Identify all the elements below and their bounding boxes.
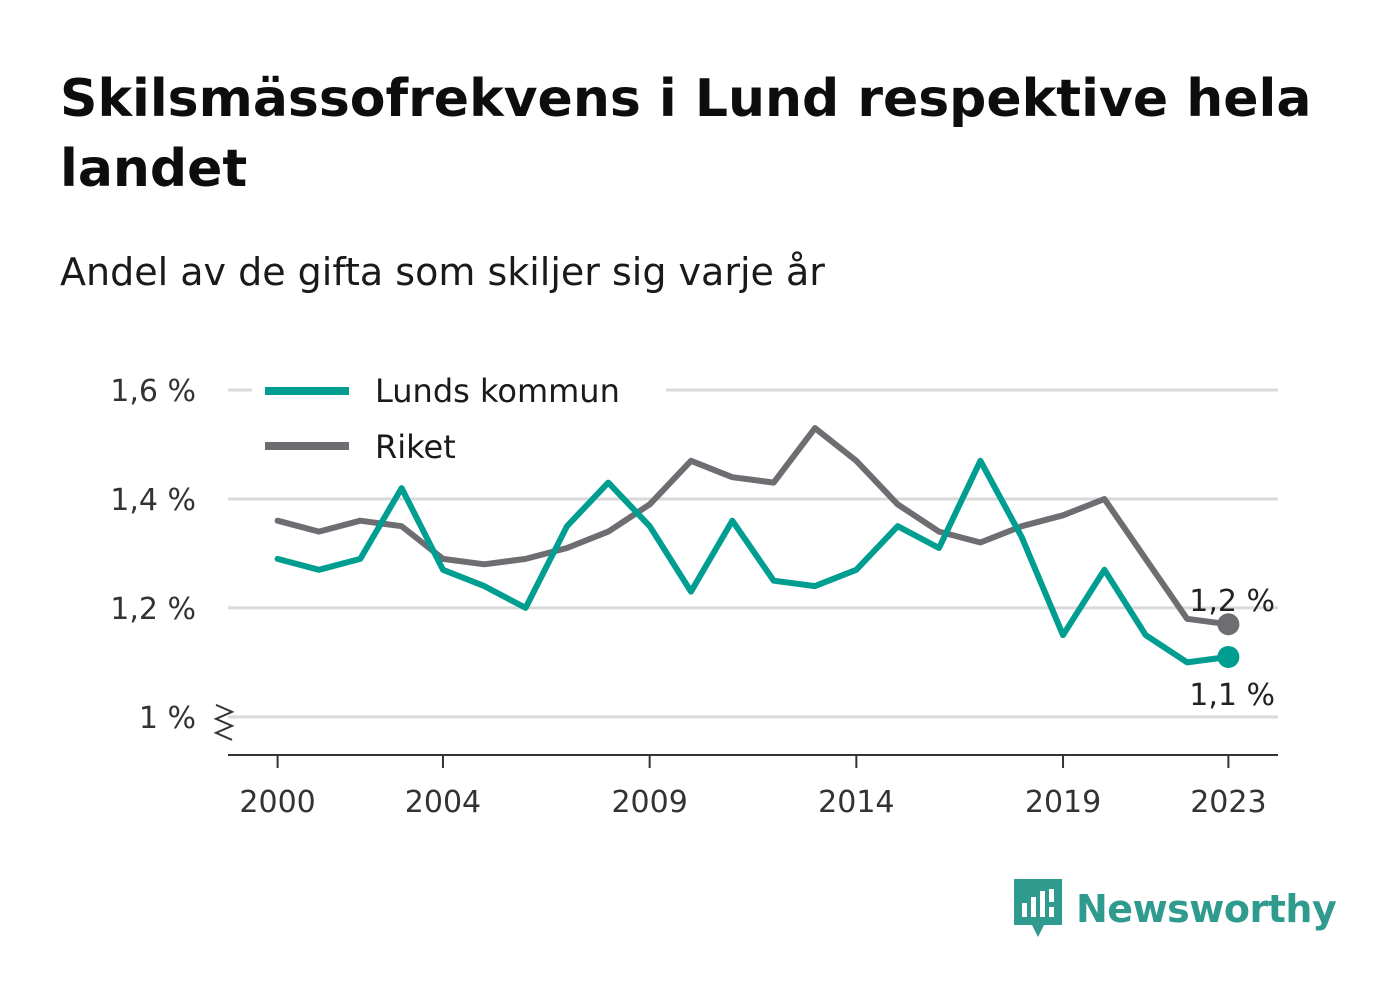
legend-background <box>252 364 666 474</box>
brand-name: Newsworthy <box>1076 887 1337 931</box>
y-tick-label: 1 % <box>139 701 196 736</box>
brand-logo: Newsworthy <box>1012 877 1337 941</box>
x-tick-label: 2014 <box>818 785 894 820</box>
y-tick-label: 1,6 % <box>110 374 196 409</box>
series-line-lunds-kommun <box>274 457 1232 666</box>
axes: 1 % 1,2 % 1,4 % 1,6 % 2000 2004 2009 2014 2019 20… <box>110 374 1278 820</box>
legend-label-lunds-kommun: Lunds kommun <box>375 372 620 410</box>
chart-title: Skilsmässofrekvens i Lund respektive hel… <box>60 69 1312 199</box>
x-tick-label: 2004 <box>405 785 481 820</box>
x-tick-label: 2009 <box>611 785 687 820</box>
y-tick-label: 1,4 % <box>110 483 196 518</box>
x-tick-label: 2023 <box>1190 785 1266 820</box>
series-lines <box>274 425 1240 668</box>
end-labels: 1,2 % 1,1 % <box>1189 584 1275 713</box>
y-tick-label: 1,2 % <box>110 592 196 627</box>
newsworthy-logo-icon <box>1014 879 1062 937</box>
legend-label-riket: Riket <box>375 428 456 466</box>
legend: Lunds kommun Riket <box>252 364 666 474</box>
chart-subtitle: Andel av de gifta som skiljer sig varje … <box>60 250 825 294</box>
end-label-riket: 1,2 % <box>1189 584 1275 619</box>
x-tick-label: 2000 <box>239 785 315 820</box>
axis-break-marker <box>213 703 235 741</box>
end-label-lunds-kommun: 1,1 % <box>1189 678 1275 713</box>
end-point-riket <box>1217 613 1240 636</box>
x-tick-label: 2019 <box>1025 785 1101 820</box>
end-point-lunds-kommun <box>1217 645 1240 668</box>
